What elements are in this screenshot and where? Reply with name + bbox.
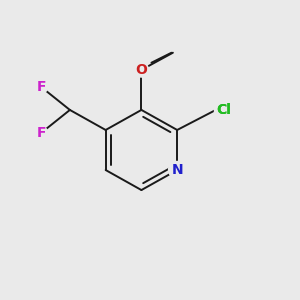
Text: O: O [136,63,147,77]
Text: F: F [37,80,46,94]
Circle shape [169,161,186,178]
Text: F: F [37,126,46,140]
Circle shape [35,127,48,139]
Text: Cl: Cl [216,103,231,117]
Bar [214,103,236,117]
Text: Cl: Cl [216,103,231,117]
Text: N: N [171,163,183,177]
Circle shape [134,63,148,77]
Circle shape [35,81,48,93]
